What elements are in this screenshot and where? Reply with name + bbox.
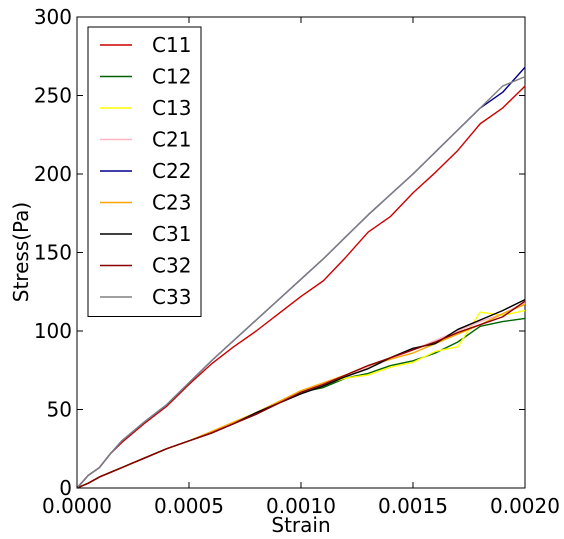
- legend-label-c22: C22: [152, 159, 191, 183]
- y-axis-label: Stress(Pa): [9, 202, 33, 303]
- y-tick-label: 200: [34, 162, 72, 186]
- series-layer: [76, 66, 526, 489]
- legend-label-c21: C21: [152, 128, 191, 152]
- x-axis-label: Strain: [271, 513, 330, 537]
- series-line-c33: [76, 76, 526, 489]
- ticks-layer: 0.0000 0.0005 0.0010 0.0015 0.0020 0 50 100 150 2…: [34, 5, 560, 518]
- y-tick-label: 0: [59, 476, 72, 500]
- legend-label-c11: C11: [152, 33, 191, 57]
- y-tick-label: 50: [47, 398, 72, 422]
- legend: C11 C12 C13 C21 C22 C23 C31 C32 C33: [87, 26, 202, 317]
- legend-label-c12: C12: [152, 65, 191, 89]
- y-tick-label: 250: [34, 84, 72, 108]
- x-tick-label: 0.0015: [378, 494, 448, 518]
- x-tick-label: 0.0020: [490, 494, 560, 518]
- legend-label-c31: C31: [152, 222, 191, 246]
- y-tick-label: 300: [34, 5, 72, 29]
- y-tick-label: 100: [34, 319, 72, 343]
- x-tick-label: 0.0000: [42, 494, 112, 518]
- legend-label-c32: C32: [152, 254, 191, 278]
- series-line-c32: [76, 300, 526, 489]
- x-tick-label: 0.0005: [154, 494, 224, 518]
- legend-label-c13: C13: [152, 96, 191, 120]
- legend-label-c33: C33: [152, 285, 191, 309]
- legend-label-c23: C23: [152, 191, 191, 215]
- x-tick-label: 0.0010: [266, 494, 336, 518]
- y-tick-label: 150: [34, 241, 72, 265]
